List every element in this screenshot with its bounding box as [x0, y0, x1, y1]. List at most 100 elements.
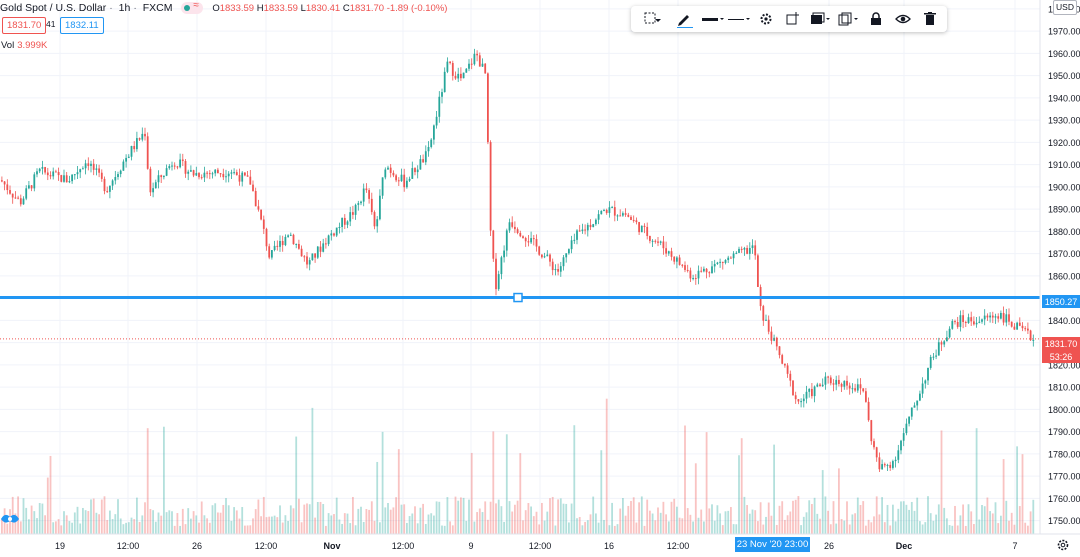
- volume-bar: [686, 508, 689, 534]
- candle: [514, 221, 516, 234]
- candle: [700, 266, 703, 273]
- template-icon[interactable]: [783, 10, 803, 28]
- volume-bar: [856, 497, 859, 534]
- candle: [605, 208, 608, 215]
- candle: [311, 253, 314, 261]
- tradingview-logo-icon[interactable]: [0, 512, 20, 526]
- volume-bar: [411, 513, 414, 534]
- sell-price-box[interactable]: 1831.70: [2, 17, 47, 34]
- candle: [654, 239, 657, 244]
- volume-bar: [465, 520, 468, 534]
- candle: [222, 168, 225, 181]
- volume-bar: [25, 507, 28, 534]
- volume-bar: [792, 500, 794, 534]
- pencil-icon[interactable]: [673, 10, 695, 28]
- candle: [894, 456, 897, 468]
- horizontal-line-handle[interactable]: [513, 292, 523, 303]
- volume-bar: [276, 517, 279, 534]
- interval[interactable]: 1h: [118, 2, 131, 15]
- candle: [1018, 317, 1021, 327]
- lock-icon[interactable]: [867, 10, 885, 28]
- candle: [90, 160, 92, 173]
- price-tick-label: 1860.00: [1048, 271, 1080, 281]
- candle: [1000, 310, 1002, 320]
- visibility-icon[interactable]: [893, 10, 913, 28]
- line-style-icon[interactable]: [727, 10, 751, 28]
- candle: [1029, 329, 1032, 341]
- time-tick-label: 12:00: [255, 541, 278, 551]
- volume-bar: [630, 500, 632, 534]
- candle: [416, 165, 419, 179]
- market-status-icon[interactable]: [181, 0, 204, 15]
- candle: [284, 234, 287, 247]
- volume-bar: [22, 498, 25, 534]
- candle: [578, 225, 581, 232]
- volume-bar: [100, 499, 103, 534]
- volume-bar: [775, 524, 778, 534]
- candle: [424, 145, 427, 166]
- volume-bar: [935, 514, 937, 534]
- candle: [743, 246, 746, 256]
- candle: [79, 168, 82, 179]
- volume-bar: [805, 512, 808, 534]
- delete-icon[interactable]: [921, 10, 939, 28]
- volume-bar: [746, 505, 748, 534]
- volume-bar: [395, 497, 397, 534]
- candle: [1024, 326, 1027, 332]
- candle: [427, 141, 430, 157]
- volume-bar: [940, 430, 943, 534]
- candle: [932, 353, 935, 361]
- close-value: 1831.70: [349, 2, 385, 14]
- candle: [584, 224, 586, 235]
- candle: [184, 158, 187, 178]
- volume-bar: [959, 515, 962, 534]
- candle: [778, 346, 781, 359]
- candle: [11, 193, 14, 204]
- volume-bar: [306, 503, 308, 534]
- candle: [252, 180, 254, 192]
- candle: [370, 192, 373, 215]
- candle: [892, 459, 894, 470]
- symbol-name[interactable]: Gold Spot / U.S. Dollar: [0, 2, 107, 15]
- line-thickness-icon[interactable]: [701, 10, 725, 28]
- clone-icon[interactable]: [837, 10, 861, 28]
- volume-bar: [414, 506, 416, 534]
- fill-icon[interactable]: [809, 10, 833, 28]
- candle: [257, 199, 260, 212]
- candle: [327, 234, 330, 247]
- candle: [535, 234, 538, 252]
- candle: [414, 167, 416, 176]
- volume-bar: [206, 518, 208, 534]
- volume-bar: [335, 497, 338, 534]
- volume-bar: [694, 463, 697, 534]
- buy-price-box[interactable]: 1832.11: [60, 17, 104, 34]
- volume-bar: [713, 520, 716, 534]
- volume-bar: [468, 499, 470, 534]
- chart-settings-gear-icon[interactable]: [1056, 538, 1070, 552]
- currency-label[interactable]: USD: [1053, 0, 1077, 15]
- candle: [473, 48, 476, 66]
- candle: [697, 265, 700, 285]
- volume-bar: [673, 498, 676, 534]
- volume-bar: [562, 503, 565, 534]
- volume-bar: [349, 523, 352, 534]
- candle: [338, 222, 341, 234]
- volume-bar: [967, 504, 970, 534]
- candle: [119, 169, 122, 178]
- settings-icon[interactable]: [757, 10, 775, 28]
- candle: [422, 154, 424, 164]
- last-price-tag: 1831.70 53:26: [1042, 337, 1080, 363]
- volume-bar: [832, 501, 835, 534]
- volume-bar: [778, 505, 781, 534]
- volume-bar: [271, 516, 273, 534]
- select-area-icon[interactable]: [643, 10, 663, 28]
- volume-bar: [1013, 524, 1016, 534]
- volume-bar: [430, 513, 433, 534]
- volume-bar: [144, 502, 146, 534]
- volume-bar: [63, 511, 65, 534]
- candle: [325, 237, 327, 249]
- candle: [476, 50, 478, 62]
- volume-bar: [454, 496, 457, 534]
- candle: [802, 394, 805, 408]
